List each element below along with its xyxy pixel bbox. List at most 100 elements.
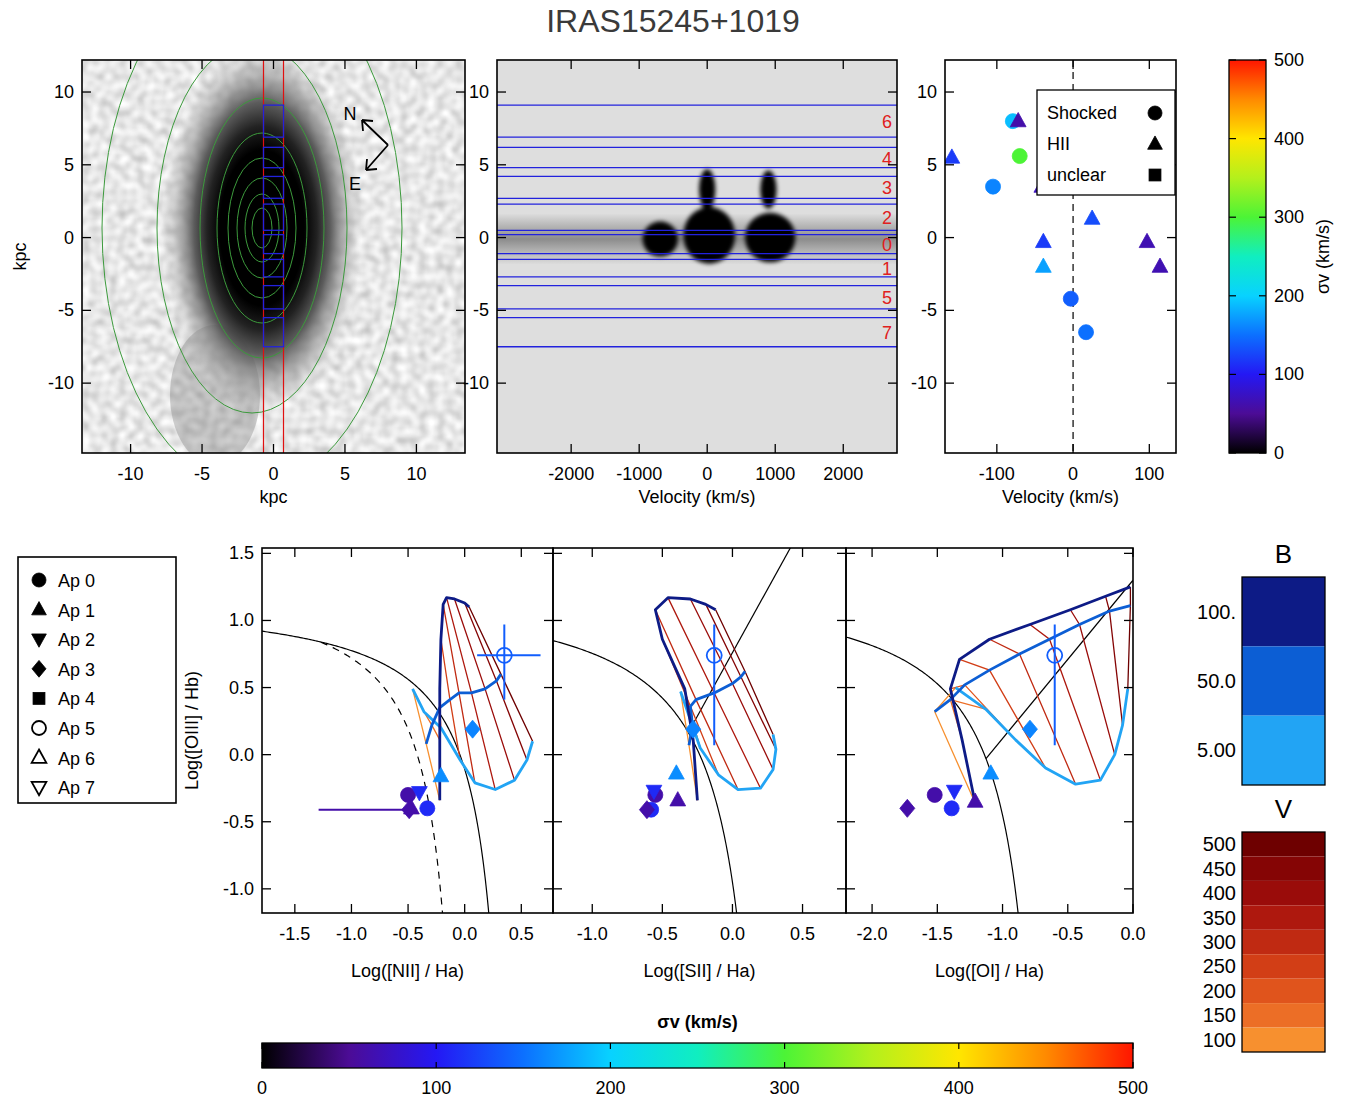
point (1152, 258, 1168, 272)
x-tick (416, 444, 417, 453)
aperture-box (263, 286, 283, 309)
figure: IRAS15245+1019NE-10-50510-10-50510kpckpc… (0, 0, 1346, 1105)
classification-line (321, 642, 443, 913)
colorbar-band (1242, 930, 1325, 954)
point (1063, 291, 1078, 306)
y-tick-label: -10 (463, 373, 489, 393)
grid-b-line (426, 674, 501, 744)
image-panel (82, 60, 465, 453)
colorbar-tick-label: 0 (1274, 443, 1284, 463)
y-tick (544, 620, 553, 621)
y-tick-label: 5 (64, 155, 74, 175)
x-tick (521, 904, 522, 913)
grid-v-line (1106, 596, 1123, 725)
bpt-panel (553, 548, 846, 913)
x-tick (775, 444, 776, 453)
x-tick-label: -10 (118, 464, 144, 484)
grid-v-line (1030, 624, 1100, 780)
x-tick-label: 0.0 (452, 924, 477, 944)
y-tick (945, 91, 954, 92)
contour (252, 208, 272, 248)
colorbar-tick (784, 1062, 785, 1068)
colorbar-tick (436, 1062, 437, 1068)
y-tick (837, 620, 846, 621)
x-tick-label: 0 (1068, 464, 1078, 484)
y-axis-title: kpc (10, 242, 30, 270)
y-tick (945, 382, 954, 383)
frame (553, 548, 846, 913)
colorbar-tick-label: 300 (1274, 207, 1304, 227)
colorbar-tick (1259, 374, 1266, 375)
figure-title: IRAS15245+1019 (546, 3, 800, 39)
y-tick-label: 0.5 (229, 678, 254, 698)
colorbar-band (1242, 832, 1325, 856)
colorbar-tick-label: 100 (421, 1078, 451, 1098)
y-tick (1167, 237, 1176, 238)
y-tick (888, 310, 897, 311)
x-tick (843, 444, 844, 453)
y-tick (553, 620, 562, 621)
y-tick-label: -5 (58, 300, 74, 320)
legend-marker (32, 602, 47, 615)
y-tick (262, 620, 271, 621)
y-tick (82, 310, 91, 311)
colorbar-tick-label: 200 (1274, 286, 1304, 306)
colorbar-band (1242, 646, 1325, 715)
x-tick (775, 60, 776, 69)
point (1139, 233, 1155, 247)
y-tick (262, 687, 271, 688)
colorbar-tick-label: 300 (1203, 931, 1236, 953)
colorbar-tick-label: 5.00 (1197, 739, 1236, 761)
y-tick (262, 888, 271, 889)
aperture-edge (497, 253, 897, 254)
compass: NE (344, 104, 389, 194)
x-tick (464, 548, 465, 557)
point (1035, 258, 1051, 272)
y-tick (544, 888, 553, 889)
x-tick-label: 0 (702, 464, 712, 484)
colorbar-title: σv (km/s) (1313, 219, 1333, 294)
frame (846, 548, 1133, 913)
y-tick (553, 821, 562, 822)
point (1084, 210, 1100, 224)
y-tick (846, 888, 855, 889)
y-tick (82, 237, 91, 238)
x-tick (464, 904, 465, 913)
x-tick (1132, 548, 1133, 557)
legend-marker (1148, 106, 1162, 120)
y-tick (82, 91, 91, 92)
y-tick (82, 382, 91, 383)
aperture-edge (497, 176, 897, 177)
point (420, 801, 435, 816)
y-tick-label: 0 (479, 228, 489, 248)
x-tick-label: 0.5 (790, 924, 815, 944)
y-tick-label: 5 (479, 155, 489, 175)
point (670, 792, 686, 806)
x-tick-label: -0.5 (647, 924, 678, 944)
colorbar-tick (1229, 138, 1236, 139)
aperture-box (263, 147, 283, 167)
x-tick-label: -1.0 (577, 924, 608, 944)
legend-label: Ap 0 (58, 571, 95, 591)
colorbar-tick (261, 1043, 262, 1049)
x-tick (871, 548, 872, 557)
grid-b-line (956, 688, 1128, 785)
y-tick-label: 1.5 (229, 543, 254, 563)
galaxy (162, 60, 362, 413)
legend-label: unclear (1047, 165, 1106, 185)
aperture-lines: 64320157 (497, 105, 897, 347)
x-tick (937, 548, 938, 557)
error-bar (1054, 624, 1056, 745)
y-tick-label: 0.0 (229, 745, 254, 765)
compass-arrow (362, 120, 388, 145)
y-tick (262, 754, 271, 755)
colorbar-tick (1132, 1062, 1133, 1068)
y-tick (544, 553, 553, 554)
grid-v-line (959, 659, 1045, 768)
y-tick-label: -10 (48, 373, 74, 393)
colorbar-tick (784, 1043, 785, 1049)
colorbar-title: B (1275, 539, 1292, 569)
y-tick (456, 91, 465, 92)
y-tick (945, 237, 954, 238)
x-tick-label: -0.5 (1052, 924, 1083, 944)
